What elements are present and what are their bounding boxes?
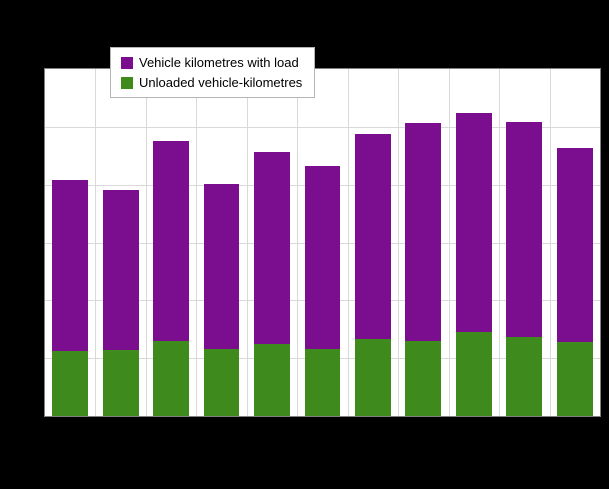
bar-segment-loaded — [254, 152, 290, 345]
bar-segment-loaded — [355, 133, 391, 339]
vertical-gridline — [448, 69, 450, 416]
bar-segment-loaded — [455, 112, 492, 332]
bar-segment-unloaded — [455, 331, 492, 416]
bar-segment-loaded — [203, 183, 240, 349]
bar-segment-unloaded — [52, 351, 89, 416]
loaded-swatch-icon — [121, 56, 133, 69]
legend-label-unloaded: Unloaded vehicle-kilometres — [139, 75, 303, 90]
bar-segment-unloaded — [153, 340, 190, 416]
bar-column — [196, 69, 246, 416]
unloaded-swatch-icon — [121, 76, 133, 89]
bar-segment-unloaded — [254, 344, 290, 416]
vertical-gridline — [347, 69, 349, 416]
bar-segment-loaded — [506, 122, 543, 338]
horizontal-gridline — [45, 126, 600, 128]
legend-item-unloaded: Unloaded vehicle-kilometres — [121, 75, 302, 90]
bar-column — [348, 69, 398, 416]
bar-column — [247, 69, 297, 416]
bar-segment-unloaded — [556, 341, 593, 416]
vertical-gridline — [398, 69, 400, 416]
bar-segment-loaded — [556, 147, 593, 342]
bar-column — [297, 69, 347, 416]
vertical-gridline — [549, 69, 551, 416]
vertical-gridline — [196, 69, 198, 416]
vertical-gridline — [145, 69, 147, 416]
vertical-gridline — [297, 69, 299, 416]
vertical-gridline — [499, 69, 501, 416]
bar-column — [45, 69, 95, 416]
bar-series-container — [45, 69, 600, 416]
bar-segment-loaded — [405, 123, 442, 341]
bar-column — [499, 69, 549, 416]
bar-segment-unloaded — [203, 348, 240, 416]
vertical-gridline — [95, 69, 97, 416]
legend-item-loaded: Vehicle kilometres with load — [121, 55, 302, 70]
vertical-gridline — [246, 69, 248, 416]
bar-column — [449, 69, 499, 416]
bar-segment-loaded — [102, 190, 139, 351]
bar-segment-loaded — [153, 140, 190, 341]
bar-segment-loaded — [304, 166, 341, 349]
bar-column — [550, 69, 600, 416]
plot-area — [44, 68, 601, 417]
bar-segment-unloaded — [304, 348, 341, 416]
bar-segment-loaded — [52, 180, 89, 352]
bar-column — [95, 69, 145, 416]
bar-column — [398, 69, 448, 416]
legend: Vehicle kilometres with load Unloaded ve… — [110, 47, 316, 98]
bar-segment-unloaded — [506, 337, 543, 416]
bar-column — [146, 69, 196, 416]
legend-label-loaded: Vehicle kilometres with load — [139, 55, 299, 70]
bar-segment-unloaded — [405, 340, 442, 416]
bar-segment-unloaded — [355, 338, 391, 416]
bar-segment-unloaded — [102, 350, 139, 416]
